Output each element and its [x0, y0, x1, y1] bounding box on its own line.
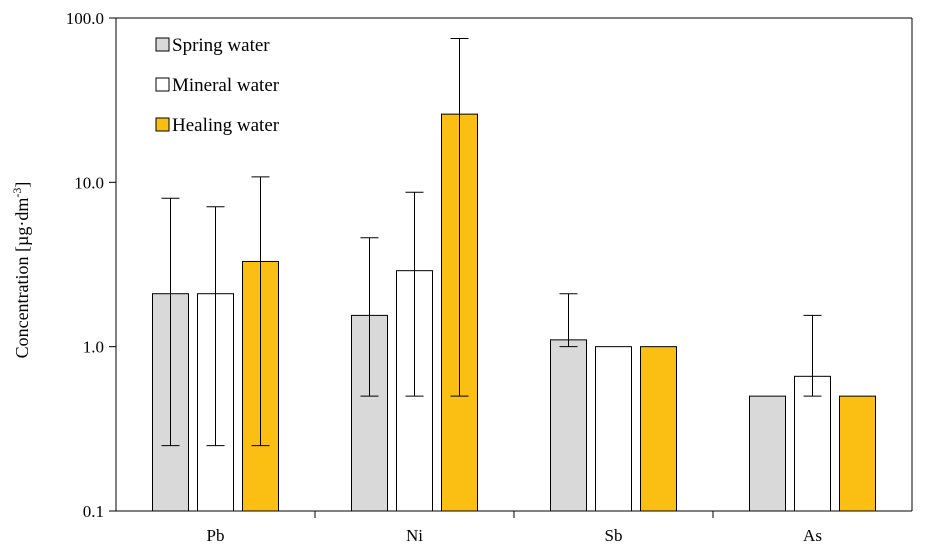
- y-axis-title-main: Concentration [µg·dm: [12, 198, 32, 359]
- error-bars-layer: [161, 38, 822, 447]
- x-tick-label: Pb: [207, 526, 225, 545]
- y-axis-title: Concentration [µg·dm-3]: [10, 182, 32, 359]
- x-axis: Pb Ni Sb As: [207, 511, 822, 545]
- bar: [550, 339, 587, 512]
- legend-label: Healing water: [172, 115, 280, 136]
- legend-swatch: [155, 37, 170, 52]
- bar: [839, 395, 876, 512]
- x-tick-label: Ni: [406, 526, 423, 545]
- y-axis-title-end: ]: [12, 182, 32, 188]
- legend-label: Spring water: [172, 35, 270, 56]
- x-tick-label: As: [803, 526, 822, 545]
- bar: [749, 395, 786, 512]
- y-tick-label: 0.1: [83, 502, 104, 521]
- y-tick-label: 100.0: [66, 9, 104, 28]
- y-axis: 0.1 1.0 10.0 100.0: [66, 9, 116, 521]
- legend-label: Mineral water: [172, 75, 280, 96]
- bar: [640, 346, 677, 512]
- legend-swatch: [155, 117, 170, 132]
- y-tick-label: 10.0: [74, 173, 104, 192]
- legend: Spring water Mineral water Healing water: [155, 35, 280, 136]
- y-tick-label: 1.0: [83, 338, 104, 357]
- bar: [595, 346, 632, 512]
- x-tick-label: Sb: [605, 526, 623, 545]
- y-axis-title-superscript: -3: [10, 188, 24, 198]
- legend-swatch: [155, 77, 170, 92]
